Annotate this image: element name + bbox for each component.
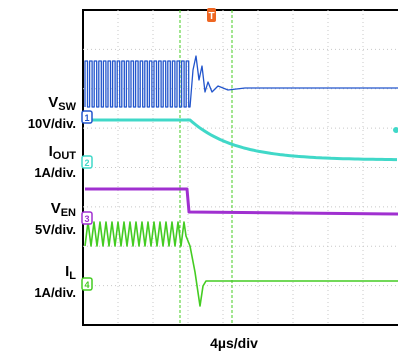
badge-text: 2	[84, 158, 89, 168]
channel-badges: 1 2 3 4	[81, 110, 398, 291]
trigger-text: T	[208, 11, 214, 22]
badge-text: 1	[84, 113, 89, 123]
plot-frame	[82, 9, 398, 326]
trace-vsw	[84, 55, 398, 108]
badge-box	[81, 155, 93, 169]
ch4-label: IL 1A/div.	[34, 263, 76, 300]
ch1-label: VSW 10V/div.	[27, 94, 76, 131]
ch2-label: IOUT 1A/div.	[34, 143, 76, 180]
channel-badge-3: 3	[81, 211, 93, 225]
trigger-marker: T	[207, 8, 216, 22]
badge-box	[81, 211, 93, 225]
trace-iout	[85, 118, 397, 162]
traces	[84, 55, 398, 307]
channel-badge-1: 1	[81, 110, 93, 124]
badge-text: 3	[84, 214, 89, 224]
x-axis-label: 4µs/div	[210, 335, 258, 351]
plot-grid	[82, 9, 398, 326]
trace-ven	[85, 187, 398, 216]
channel-badge-4: 4	[81, 277, 93, 291]
badge-box	[81, 277, 93, 291]
ch2-reference-dot	[393, 127, 398, 133]
channel-badge-2: 2	[81, 155, 93, 169]
badge-text: 4	[84, 280, 89, 290]
trigger-icon	[207, 8, 216, 22]
trace-il	[84, 221, 398, 307]
badge-box	[81, 110, 93, 124]
ch3-label: VEN 5V/div.	[35, 200, 76, 237]
